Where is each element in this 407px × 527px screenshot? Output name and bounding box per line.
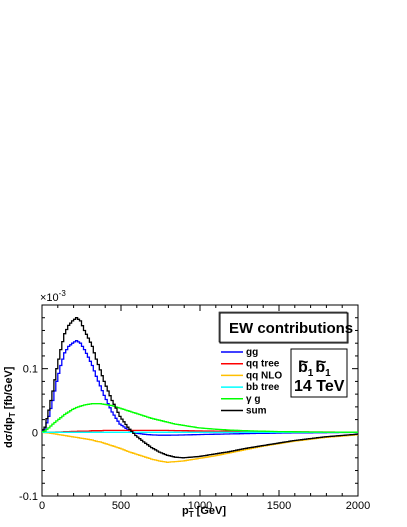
series-line <box>42 403 358 433</box>
y-multiplier: ×10-3 <box>40 289 66 304</box>
y-tick-label: 0.1 <box>23 364 38 376</box>
legend-label: γ g <box>246 394 260 405</box>
tilde-2: ~ <box>317 354 326 371</box>
x-tick-label: 2000 <box>346 500 370 512</box>
tick-labels: 0 500 1000 1500 2000-0.100.1 <box>19 364 370 512</box>
legend-label: gg <box>246 347 258 358</box>
legend-title-box <box>219 312 349 344</box>
legend-label: sum <box>246 406 267 417</box>
y-tick-label: 0 <box>32 427 38 439</box>
tilde-1: ~ <box>299 354 308 371</box>
process-label: b1 b1 ~ ~ 14 TeV <box>290 348 348 398</box>
series-lines <box>42 317 358 463</box>
x-axis-label: pT [GeV] <box>182 505 226 519</box>
series-line <box>42 317 358 459</box>
legend-title: EW contributions <box>229 320 353 337</box>
process-label-text: b1 b1 <box>298 359 331 379</box>
legend-label: qq tree <box>246 359 280 370</box>
x-tick-label: 1500 <box>267 500 291 512</box>
x-tick-label: 500 <box>112 500 130 512</box>
energy-label: 14 TeV <box>294 378 345 395</box>
y-tick-label: -0.1 <box>19 491 38 503</box>
legend-label: qq NLO <box>246 370 282 381</box>
axis-ticks <box>41 304 359 497</box>
series-line <box>42 431 358 463</box>
x-tick-label: 0 <box>39 500 45 512</box>
legend-title-box-shadow <box>218 311 348 343</box>
legend-label: bb tree <box>246 382 280 393</box>
series-line <box>42 340 358 436</box>
x-tick-label: 1000 <box>188 500 212 512</box>
process-label-box <box>290 348 348 398</box>
y-axis-label: dσ/dpT [fb/GeV] <box>3 366 17 448</box>
